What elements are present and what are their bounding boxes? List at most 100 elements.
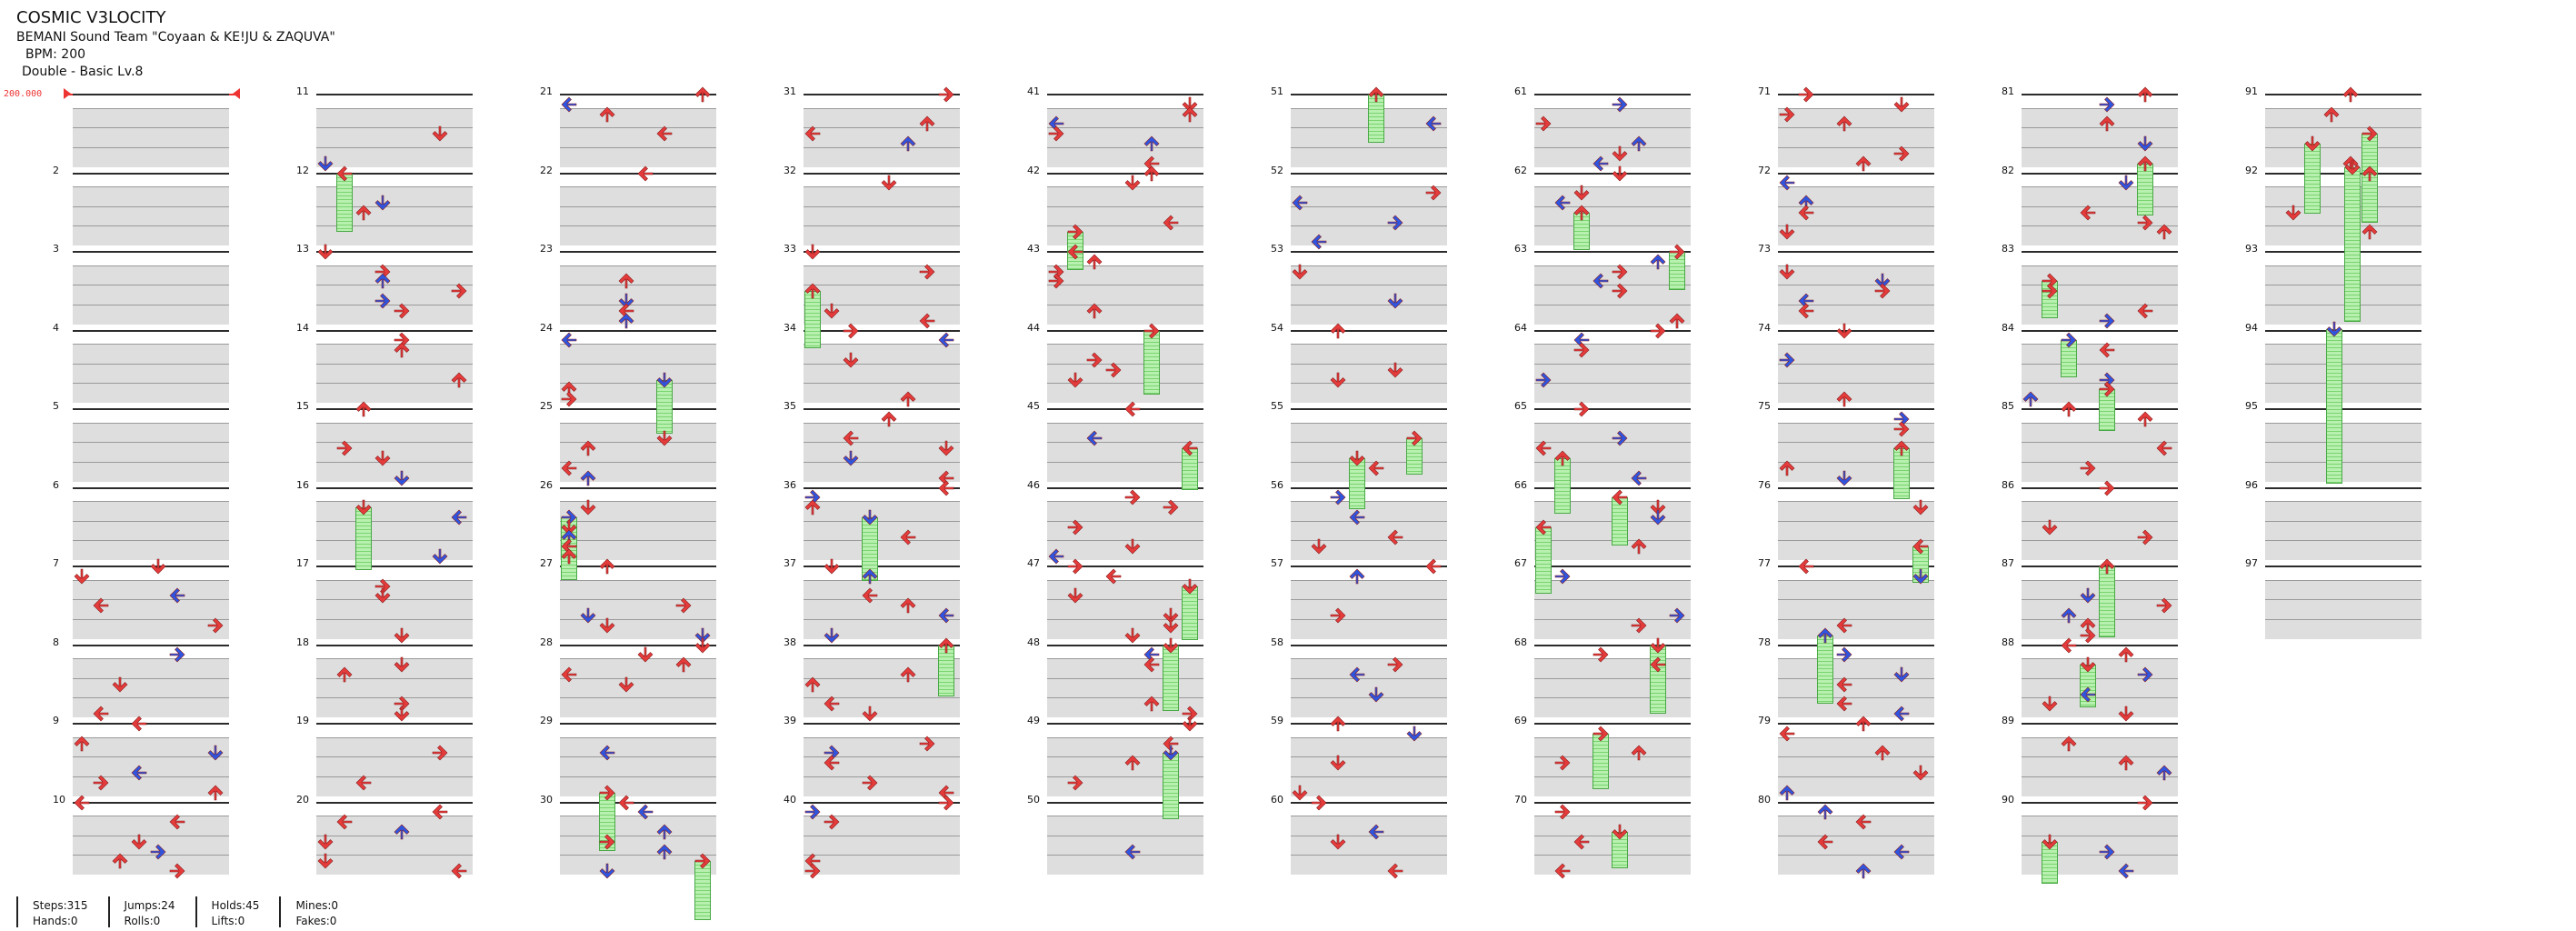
beat-row (1291, 855, 1447, 876)
beat-row (804, 835, 960, 856)
arrow-left-icon (1366, 458, 1386, 478)
arrow-down-icon (1328, 370, 1348, 390)
beat-row (1778, 344, 1934, 365)
stats-group-holds: Holds:45 Lifts:0 (195, 896, 280, 927)
arrow-up-icon (803, 497, 823, 517)
measure-number: 36 (784, 478, 796, 491)
beat-row (73, 205, 229, 226)
beat-row (1047, 461, 1203, 482)
measure-number: 46 (1027, 478, 1040, 491)
arrow-left-icon (2059, 636, 2079, 656)
arrow-down-icon (1911, 763, 1931, 783)
arrow-up-icon (1084, 252, 1104, 272)
measure-number: 20 (296, 793, 309, 806)
beat-row (2022, 855, 2178, 876)
arrow-right-icon (1648, 321, 1668, 341)
arrow-down-icon (616, 675, 636, 695)
beat-row (1047, 618, 1203, 639)
measure-barline (1778, 94, 1934, 95)
beat-row (73, 186, 229, 207)
measure-barline (2022, 172, 2178, 175)
beat-row (73, 599, 229, 620)
arrow-down-icon (72, 566, 92, 586)
beat-row (1047, 540, 1203, 561)
beat-row (1534, 599, 1691, 620)
measure-barline (1047, 172, 1203, 175)
beat-row (1778, 127, 1934, 148)
measure-number: 18 (296, 636, 309, 648)
arrow-down-icon (110, 675, 130, 695)
arrow-down-icon (2283, 203, 2303, 223)
arrow-up-icon (2097, 114, 2117, 134)
arrow-left-icon (1591, 271, 1611, 291)
measure-barline (316, 486, 473, 489)
arrow-right-icon (1328, 606, 1348, 626)
arrow-up-icon (1142, 134, 1162, 154)
beat-row (73, 855, 229, 876)
arrow-up-icon (1853, 714, 1873, 734)
measure-number: 69 (1514, 715, 1527, 726)
beat-row (560, 442, 716, 463)
arrow-right-icon (2154, 596, 2174, 616)
measure-number: 89 (2002, 715, 2014, 726)
arrow-up-icon (1328, 714, 1348, 734)
measure-number: 25 (540, 400, 553, 412)
arrow-right-icon (1328, 487, 1348, 507)
arrow-down-icon (1911, 497, 1931, 517)
beat-row (73, 501, 229, 522)
beat-row (316, 835, 473, 856)
beat-row (560, 186, 716, 207)
beat-row (560, 344, 716, 365)
arrow-right-icon (1572, 340, 1592, 360)
measure-number: 58 (1271, 636, 1283, 648)
beat-row (1291, 697, 1447, 718)
beat-row (1291, 265, 1447, 285)
beat-row (804, 776, 960, 796)
measure-number: 42 (1027, 164, 1040, 176)
beat-row (1534, 285, 1691, 305)
arrow-up-icon (654, 842, 674, 862)
arrow-up-icon (2059, 606, 2079, 626)
arrow-right-icon (2097, 842, 2117, 862)
arrow-down-icon (1161, 616, 1181, 636)
measure-number: 37 (784, 557, 796, 569)
beat-row (560, 618, 716, 639)
measure-number: 47 (1027, 557, 1040, 569)
arrow-down-icon (148, 556, 168, 576)
arrow-left-icon (559, 330, 579, 350)
arrow-up-icon (860, 566, 880, 586)
arrow-right-icon (1385, 213, 1405, 233)
beat-row (316, 461, 473, 482)
arrow-left-icon (1796, 556, 1816, 576)
beat-row (1534, 107, 1691, 128)
arrow-down-icon (392, 655, 412, 675)
arrow-up-icon (1084, 301, 1104, 321)
beat-row (560, 736, 716, 757)
measure-number: 9 (53, 715, 59, 726)
bpm-cap-right (233, 88, 240, 99)
arrow-down-icon (803, 242, 823, 262)
measure-barline (1778, 486, 1934, 489)
arrow-left-icon (1347, 507, 1367, 527)
arrow-right-icon (1777, 350, 1797, 370)
arrow-up-icon (2135, 409, 2155, 429)
arrow-up-icon (693, 85, 713, 105)
measure-number: 12 (296, 164, 309, 176)
arrow-left-icon (1648, 655, 1668, 675)
beat-row (1778, 285, 1934, 305)
arrow-down-icon (2342, 157, 2362, 177)
beat-row (73, 146, 229, 167)
beat-row (1778, 756, 1934, 777)
arrow-right-icon (1065, 222, 1085, 242)
arrow-up-icon (1553, 448, 1573, 468)
arrow-up-icon (1777, 783, 1797, 803)
beat-row (1291, 520, 1447, 541)
beat-row (1534, 816, 1691, 836)
measure-number: 75 (1758, 400, 1771, 412)
measure-barline (2265, 172, 2421, 175)
beat-row (560, 304, 716, 325)
measure-barline (560, 801, 716, 804)
arrow-down-icon (1404, 724, 1424, 744)
beat-row (1291, 383, 1447, 404)
arrow-down-icon (1366, 685, 1386, 705)
